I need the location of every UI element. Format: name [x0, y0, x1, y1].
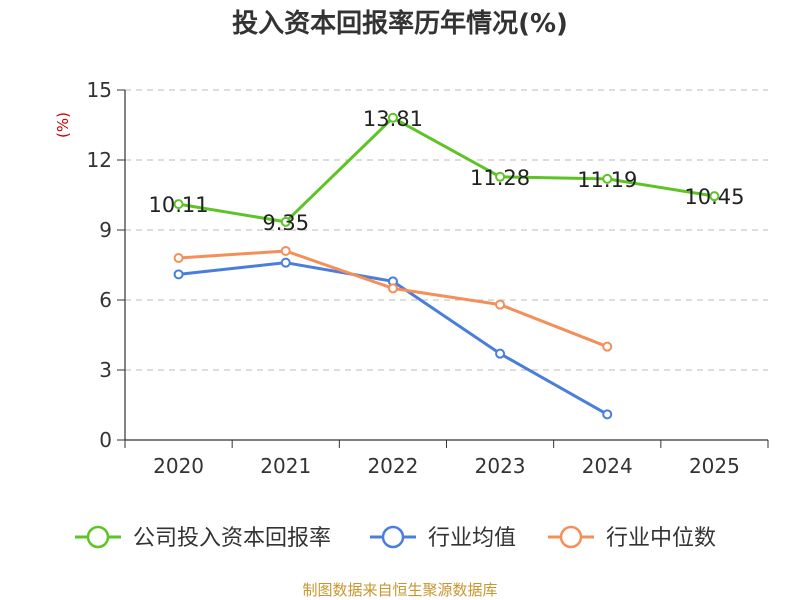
series-line — [178, 116, 715, 224]
data-point[interactable] — [602, 409, 613, 420]
legend-item[interactable]: 行业中位数 — [548, 525, 716, 551]
y-tick-label: 0 — [99, 428, 112, 452]
x-tick-label: 2023 — [475, 454, 526, 478]
y-tick-label: 9 — [99, 218, 112, 242]
y-tick-label: 6 — [99, 288, 112, 312]
data-point[interactable] — [280, 257, 291, 268]
y-tick-label: 3 — [99, 358, 112, 382]
y-axis-unit: (%) — [54, 112, 72, 138]
data-label: 10.45 — [684, 185, 744, 209]
data-point[interactable] — [602, 173, 613, 184]
data-point[interactable] — [173, 199, 184, 210]
x-tick-label: 2021 — [260, 454, 311, 478]
data-point[interactable] — [280, 246, 291, 256]
data-point[interactable] — [709, 191, 720, 202]
data-labels: 10.11 9.35 13.81 11.28 11.19 10.45 — [149, 107, 745, 235]
data-point[interactable] — [387, 283, 398, 294]
series — [173, 112, 720, 420]
legend-label: 行业中位数 — [606, 526, 716, 551]
legend-label: 行业均值 — [428, 526, 516, 551]
series-2 — [173, 246, 613, 352]
legend-item[interactable]: 公司投入资本回报率 — [75, 525, 331, 551]
data-label: 13.81 — [363, 107, 423, 131]
data-label: 11.19 — [577, 168, 637, 192]
chart-title: 投入资本回报率历年情况(%) — [232, 8, 568, 39]
grid — [125, 89, 768, 371]
series-1 — [173, 257, 613, 420]
data-point[interactable] — [173, 269, 184, 280]
legend-label: 公司投入资本回报率 — [133, 526, 331, 551]
data-point[interactable] — [495, 348, 506, 359]
x-tick-label: 2025 — [689, 454, 740, 478]
x-tick-label: 2024 — [582, 454, 633, 478]
y-tick-label: 15 — [87, 78, 112, 102]
legend-item[interactable]: 行业均值 — [370, 525, 516, 551]
series-0 — [173, 112, 720, 227]
x-tick-label: 2020 — [153, 454, 204, 478]
y-tick-label: 12 — [87, 148, 112, 172]
source-note: 制图数据来自恒生聚源数据库 — [302, 581, 497, 599]
data-point[interactable] — [602, 341, 613, 352]
x-tick-label: 2022 — [367, 454, 418, 478]
axes: 0 3 6 9 12 15 2020 2021 2022 2023 2024 2025 — [87, 78, 769, 478]
data-label: 10.11 — [149, 193, 209, 217]
data-point[interactable] — [495, 171, 506, 182]
legend-marker — [381, 525, 405, 549]
series-line — [178, 249, 608, 349]
legend[interactable]: 公司投入资本回报率 行业均值 行业中位数 — [75, 525, 716, 551]
data-point[interactable] — [173, 253, 184, 263]
legend-marker — [86, 525, 110, 549]
data-label: 11.28 — [470, 166, 530, 190]
data-point[interactable] — [495, 299, 506, 310]
data-point[interactable] — [387, 112, 398, 123]
data-point[interactable] — [280, 216, 291, 227]
legend-marker — [559, 525, 583, 549]
data-label: 9.35 — [262, 211, 309, 235]
